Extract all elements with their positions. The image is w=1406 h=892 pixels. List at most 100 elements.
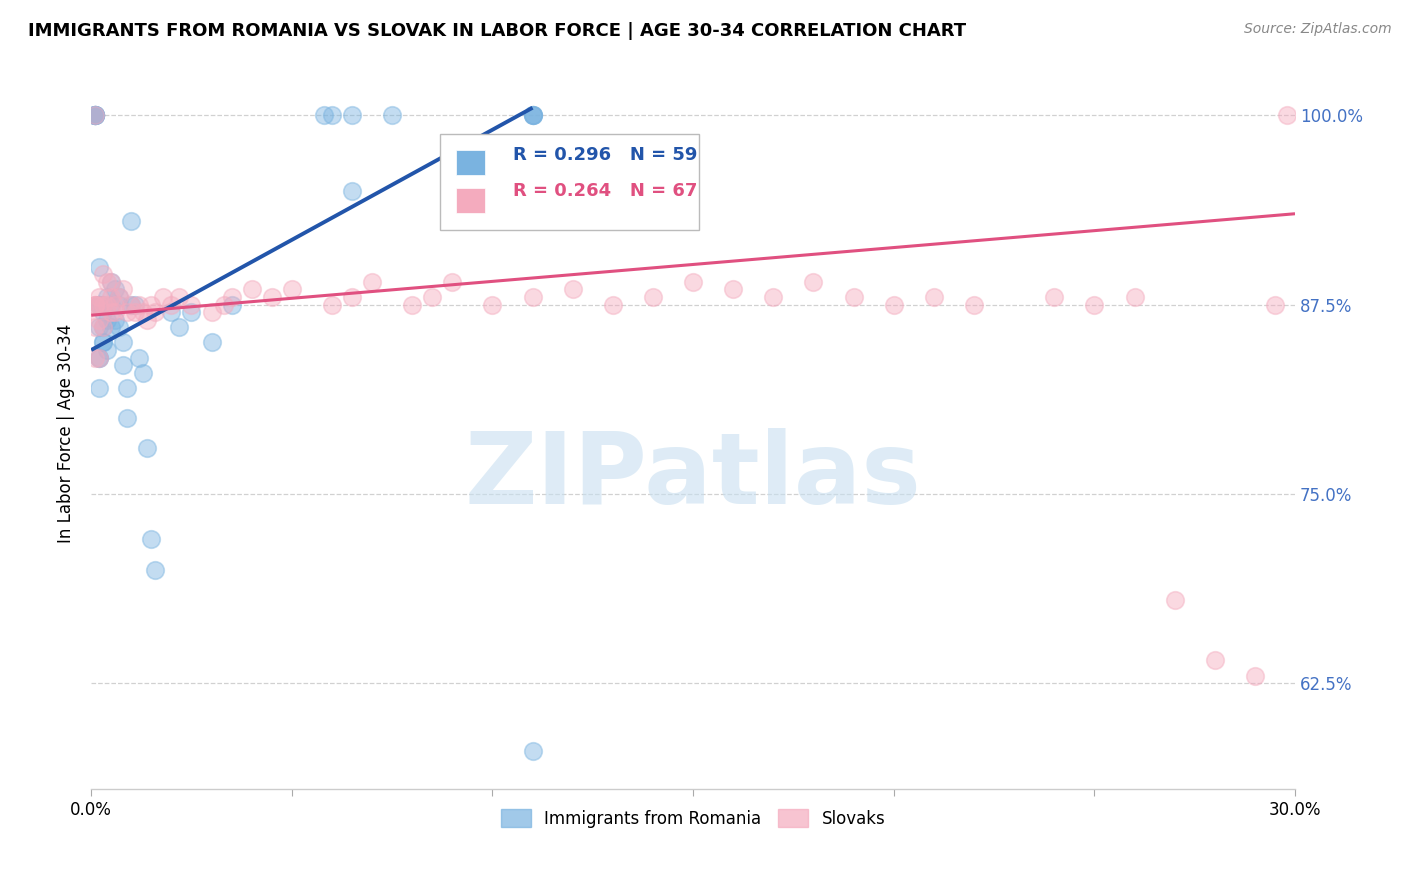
FancyBboxPatch shape — [456, 188, 485, 213]
Point — [221, 297, 243, 311]
Point — [128, 351, 150, 365]
Point — [84, 108, 107, 122]
Point — [132, 366, 155, 380]
Point — [120, 297, 142, 311]
Point — [561, 283, 583, 297]
Point — [522, 290, 544, 304]
Point — [522, 108, 544, 122]
Point — [96, 343, 118, 357]
Point — [281, 283, 304, 297]
Point — [117, 305, 139, 319]
Text: Source: ZipAtlas.com: Source: ZipAtlas.com — [1244, 22, 1392, 37]
Point — [842, 290, 865, 304]
Point — [104, 283, 127, 297]
Point — [963, 297, 986, 311]
Point — [100, 290, 122, 304]
Point — [108, 290, 131, 304]
Point — [84, 108, 107, 122]
Point — [200, 305, 222, 319]
Point — [96, 312, 118, 326]
Point — [96, 297, 118, 311]
Point — [522, 108, 544, 122]
Point — [108, 290, 131, 304]
Point — [120, 297, 142, 311]
Point — [96, 290, 118, 304]
Point — [89, 351, 111, 365]
Point — [100, 320, 122, 334]
Point — [91, 320, 114, 334]
Point — [1123, 290, 1146, 304]
Point — [1083, 297, 1105, 311]
Point — [321, 108, 343, 122]
Point — [89, 351, 111, 365]
Point — [89, 297, 111, 311]
Point — [104, 297, 127, 311]
Point — [260, 290, 283, 304]
Point — [104, 305, 127, 319]
Point — [96, 275, 118, 289]
Point — [89, 351, 111, 365]
Point — [200, 335, 222, 350]
Text: IMMIGRANTS FROM ROMANIA VS SLOVAK IN LABOR FORCE | AGE 30-34 CORRELATION CHART: IMMIGRANTS FROM ROMANIA VS SLOVAK IN LAB… — [28, 22, 966, 40]
Point — [522, 108, 544, 122]
Point — [143, 305, 166, 319]
Point — [212, 297, 235, 311]
Y-axis label: In Labor Force | Age 30-34: In Labor Force | Age 30-34 — [58, 324, 75, 543]
Point — [84, 108, 107, 122]
Point — [522, 108, 544, 122]
Point — [84, 108, 107, 122]
Point — [91, 335, 114, 350]
Point — [922, 290, 945, 304]
Point — [1043, 290, 1066, 304]
Point — [89, 297, 111, 311]
Point — [141, 533, 163, 547]
Point — [91, 297, 114, 311]
Point — [340, 108, 363, 122]
Point — [381, 108, 404, 122]
Text: R = 0.264   N = 67: R = 0.264 N = 67 — [513, 182, 697, 200]
Point — [100, 297, 122, 311]
Point — [84, 351, 107, 365]
Point — [91, 335, 114, 350]
Point — [124, 305, 146, 319]
Point — [169, 290, 191, 304]
Point — [89, 312, 111, 326]
Point — [152, 290, 174, 304]
Point — [522, 744, 544, 758]
Point — [91, 305, 114, 319]
Point — [112, 358, 135, 372]
Point — [1275, 108, 1298, 122]
Point — [91, 320, 114, 334]
Point — [136, 442, 159, 456]
Point — [441, 275, 464, 289]
Point — [104, 312, 127, 326]
Point — [602, 297, 624, 311]
Point — [132, 305, 155, 319]
Point — [169, 320, 191, 334]
Point — [420, 290, 443, 304]
Point — [91, 268, 114, 282]
Point — [100, 275, 122, 289]
Point — [141, 297, 163, 311]
Point — [180, 305, 202, 319]
Point — [89, 260, 111, 274]
Point — [883, 297, 905, 311]
Point — [1204, 653, 1226, 667]
Point — [100, 305, 122, 319]
Point — [1244, 668, 1267, 682]
Point — [136, 312, 159, 326]
Point — [401, 297, 423, 311]
Point — [124, 297, 146, 311]
Point — [112, 283, 135, 297]
Point — [112, 335, 135, 350]
Point — [361, 275, 384, 289]
Point — [89, 297, 111, 311]
Point — [762, 290, 785, 304]
Point — [108, 320, 131, 334]
Point — [240, 283, 263, 297]
Point — [128, 297, 150, 311]
FancyBboxPatch shape — [456, 150, 485, 175]
Point — [340, 290, 363, 304]
Point — [89, 297, 111, 311]
Point — [682, 275, 704, 289]
